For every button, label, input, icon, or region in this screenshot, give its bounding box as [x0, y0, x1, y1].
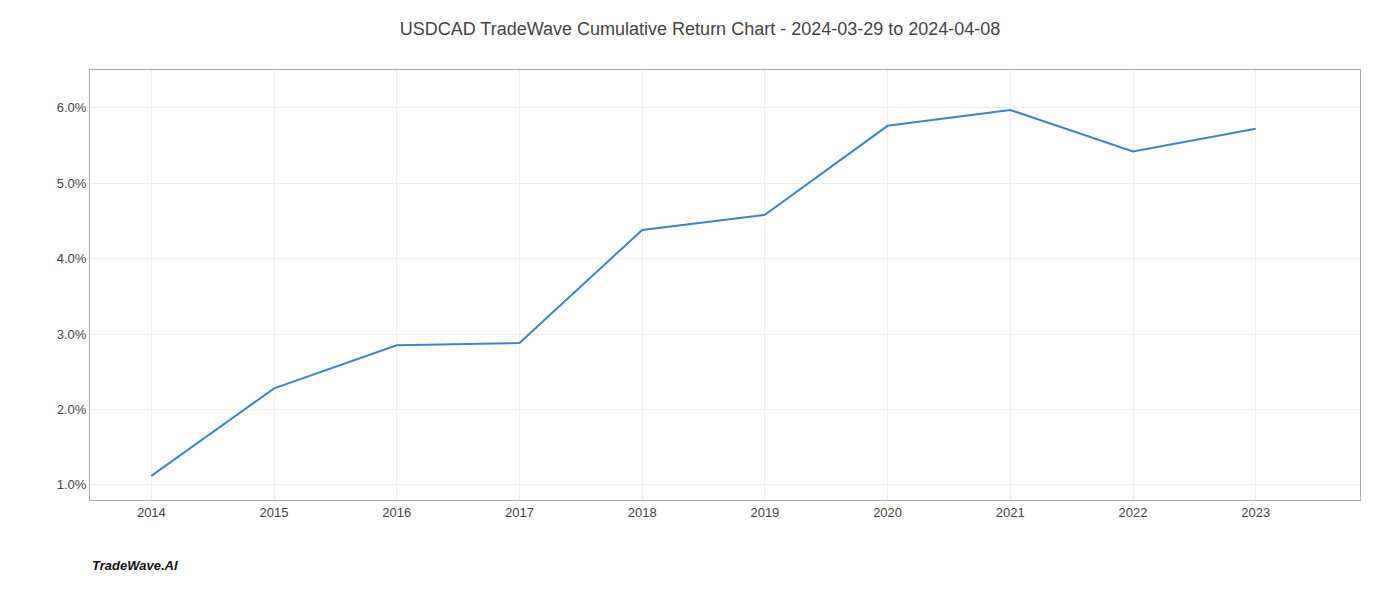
svg-text:2019: 2019 [750, 505, 779, 520]
svg-text:1.0%: 1.0% [57, 477, 87, 492]
svg-text:2022: 2022 [1119, 505, 1148, 520]
svg-text:2020: 2020 [873, 505, 902, 520]
svg-text:2016: 2016 [382, 505, 411, 520]
svg-text:USDCAD TradeWave Cumulative Re: USDCAD TradeWave Cumulative Return Chart… [400, 19, 1001, 39]
svg-text:2014: 2014 [137, 505, 166, 520]
svg-text:2015: 2015 [260, 505, 289, 520]
svg-text:3.0%: 3.0% [57, 327, 87, 342]
svg-text:5.0%: 5.0% [57, 176, 87, 191]
svg-text:2021: 2021 [996, 505, 1025, 520]
svg-text:4.0%: 4.0% [57, 251, 87, 266]
svg-text:2018: 2018 [628, 505, 657, 520]
svg-text:2.0%: 2.0% [57, 402, 87, 417]
svg-text:6.0%: 6.0% [57, 100, 87, 115]
svg-text:TradeWave.AI: TradeWave.AI [92, 558, 178, 573]
svg-text:2023: 2023 [1241, 505, 1270, 520]
svg-text:2017: 2017 [505, 505, 534, 520]
